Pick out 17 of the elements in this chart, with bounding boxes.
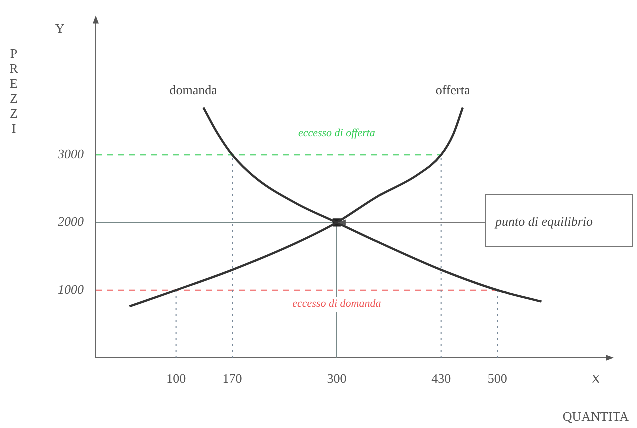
y-tick-label: 1000 [58,282,84,297]
x-tick-label: 100 [166,371,186,386]
x-tick-label: 430 [432,371,452,386]
x-axis-title: QUANTITA [562,408,630,424]
x-tick-label: 500 [488,371,508,386]
ref-line-label: eccesso di domanda [292,298,382,310]
y-axis-title: PREZZI [10,46,19,136]
y-tick-label: 2000 [58,214,84,230]
x-tick-label: 300 [327,371,347,386]
x-tick-label: 170 [222,371,242,386]
y-tick-label: 3000 [57,146,84,162]
annotation: punto di equilibrio [494,214,594,230]
text: Y [55,21,66,36]
series-label: offerta [436,82,470,98]
text: X [591,371,602,386]
ref-line-label: eccesso di offerta [298,127,376,140]
series-label: domanda [170,82,218,98]
